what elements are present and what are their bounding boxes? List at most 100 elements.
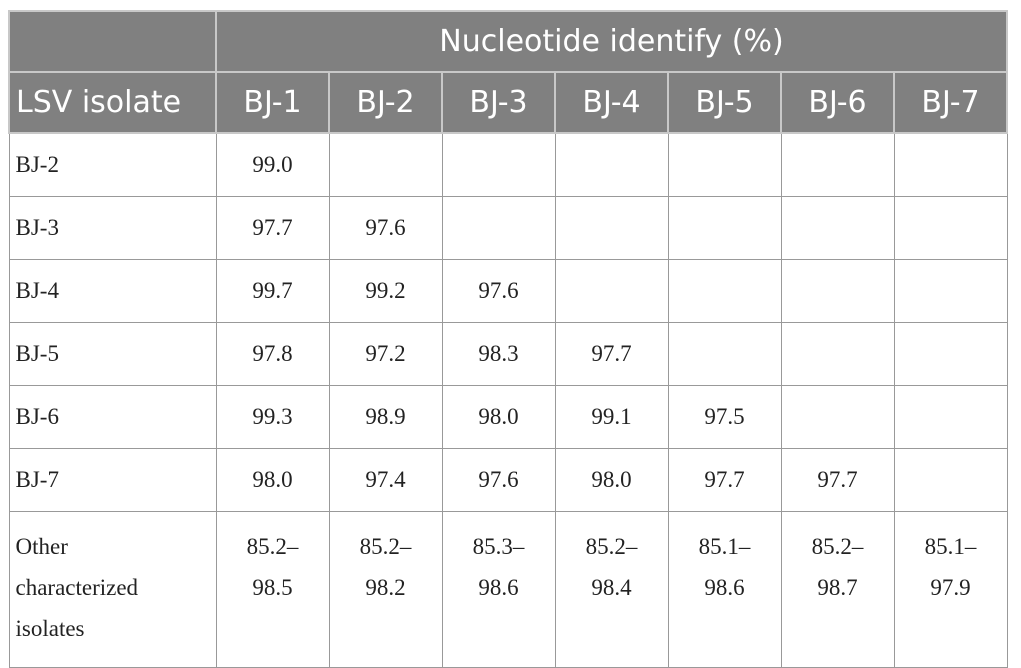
header-row: Nucleotide identify (%) (8, 10, 1008, 73)
cell-value: 97.7 (591, 341, 632, 366)
cell (893, 385, 1008, 449)
cell (441, 132, 556, 197)
row-label: BJ-3 (8, 196, 217, 260)
row-label: BJ-5 (8, 322, 217, 386)
header-row: LSV isolate BJ-1 BJ-2 BJ-3 BJ-4 BJ-5 BJ-6 BJ-7 (8, 71, 1008, 134)
cell (441, 196, 556, 260)
cell: 97.7 (667, 448, 782, 512)
corner-cell (8, 10, 217, 73)
cell-value: 97.8 (252, 341, 293, 366)
cell-value: 99.2 (365, 278, 406, 303)
cell-value: 85.2–98.2 (359, 534, 412, 600)
cell (554, 132, 669, 197)
table-row: Other characterized isolates 85.2–98.5 85.… (8, 511, 1008, 668)
cell: 85.2–98.2 (328, 511, 443, 668)
cell-value: 85.1–97.9 (924, 534, 977, 600)
column-header: BJ-7 (893, 71, 1008, 134)
cell: 85.3–98.6 (441, 511, 556, 668)
cell (893, 259, 1008, 323)
cell: 97.6 (441, 448, 556, 512)
cell (780, 132, 895, 197)
cell: 85.2–98.4 (554, 511, 669, 668)
cell (328, 132, 443, 197)
cell-value: 99.0 (252, 152, 293, 177)
row-label: BJ-2 (8, 132, 217, 197)
cell-value: 97.5 (704, 404, 745, 429)
cell: 97.2 (328, 322, 443, 386)
cell: 97.4 (328, 448, 443, 512)
cell-value: 85.2–98.7 (811, 534, 864, 600)
cell (667, 132, 782, 197)
cell (667, 322, 782, 386)
cell (554, 259, 669, 323)
cell-value: 98.0 (478, 404, 519, 429)
cell: 97.8 (215, 322, 330, 386)
cell-value: 99.7 (252, 278, 293, 303)
cell-value: 85.2–98.4 (585, 534, 638, 600)
cell-value: 85.3–98.6 (472, 534, 525, 600)
cell: 85.2–98.5 (215, 511, 330, 668)
row-label: Other characterized isolates (8, 511, 217, 668)
table-row: BJ-7 98.0 97.4 97.6 98.0 97.7 97.7 (8, 448, 1008, 512)
cell: 97.7 (215, 196, 330, 260)
cell-value: 98.9 (365, 404, 406, 429)
row-label: BJ-4 (8, 259, 217, 323)
cell-value: 99.1 (591, 404, 632, 429)
cell-value: 97.6 (478, 467, 519, 492)
cell-value: 99.3 (252, 404, 293, 429)
cell: 85.1–97.9 (893, 511, 1008, 668)
cell (554, 196, 669, 260)
column-header: BJ-3 (441, 71, 556, 134)
cell: 99.0 (215, 132, 330, 197)
cell-value: 85.1–98.6 (698, 534, 751, 600)
cell: 98.0 (554, 448, 669, 512)
cell (667, 196, 782, 260)
cell: 98.9 (328, 385, 443, 449)
cell (780, 385, 895, 449)
cell (893, 322, 1008, 386)
cell: 85.1–98.6 (667, 511, 782, 668)
cell-value: 97.7 (817, 467, 858, 492)
cell (893, 132, 1008, 197)
cell-value: 97.7 (252, 215, 293, 240)
cell (780, 196, 895, 260)
cell-value: 97.7 (704, 467, 745, 492)
cell (893, 196, 1008, 260)
cell-value: 98.0 (252, 467, 293, 492)
row-label: BJ-6 (8, 385, 217, 449)
column-header: BJ-5 (667, 71, 782, 134)
cell: 99.1 (554, 385, 669, 449)
column-header: BJ-6 (780, 71, 895, 134)
cell-value: 98.3 (478, 341, 519, 366)
cell: 99.7 (215, 259, 330, 323)
row-label-header: LSV isolate (8, 71, 217, 134)
cell: 97.6 (441, 259, 556, 323)
column-header: BJ-4 (554, 71, 669, 134)
cell: 97.5 (667, 385, 782, 449)
table-row: BJ-2 99.0 (8, 132, 1008, 197)
cell (667, 259, 782, 323)
cell-value: 97.2 (365, 341, 406, 366)
cell: 97.6 (328, 196, 443, 260)
table-row: BJ-4 99.7 99.2 97.6 (8, 259, 1008, 323)
cell: 85.2–98.7 (780, 511, 895, 668)
header-title: Nucleotide identify (%) (215, 10, 1008, 73)
cell-value: 97.6 (365, 215, 406, 240)
cell (893, 448, 1008, 512)
cell: 98.0 (215, 448, 330, 512)
column-header: BJ-2 (328, 71, 443, 134)
identity-table: Nucleotide identify (%) LSV isolate BJ-1 BJ… (8, 10, 1008, 668)
cell-value: 85.2–98.5 (246, 534, 299, 600)
cell: 98.3 (441, 322, 556, 386)
table-row: BJ-5 97.8 97.2 98.3 97.7 (8, 322, 1008, 386)
cell: 97.7 (554, 322, 669, 386)
row-label: BJ-7 (8, 448, 217, 512)
cell: 97.7 (780, 448, 895, 512)
column-header: BJ-1 (215, 71, 330, 134)
cell: 99.2 (328, 259, 443, 323)
cell-value: 97.6 (478, 278, 519, 303)
cell (780, 259, 895, 323)
table-row: BJ-6 99.3 98.9 98.0 99.1 97.5 (8, 385, 1008, 449)
table-row: BJ-3 97.7 97.6 (8, 196, 1008, 260)
